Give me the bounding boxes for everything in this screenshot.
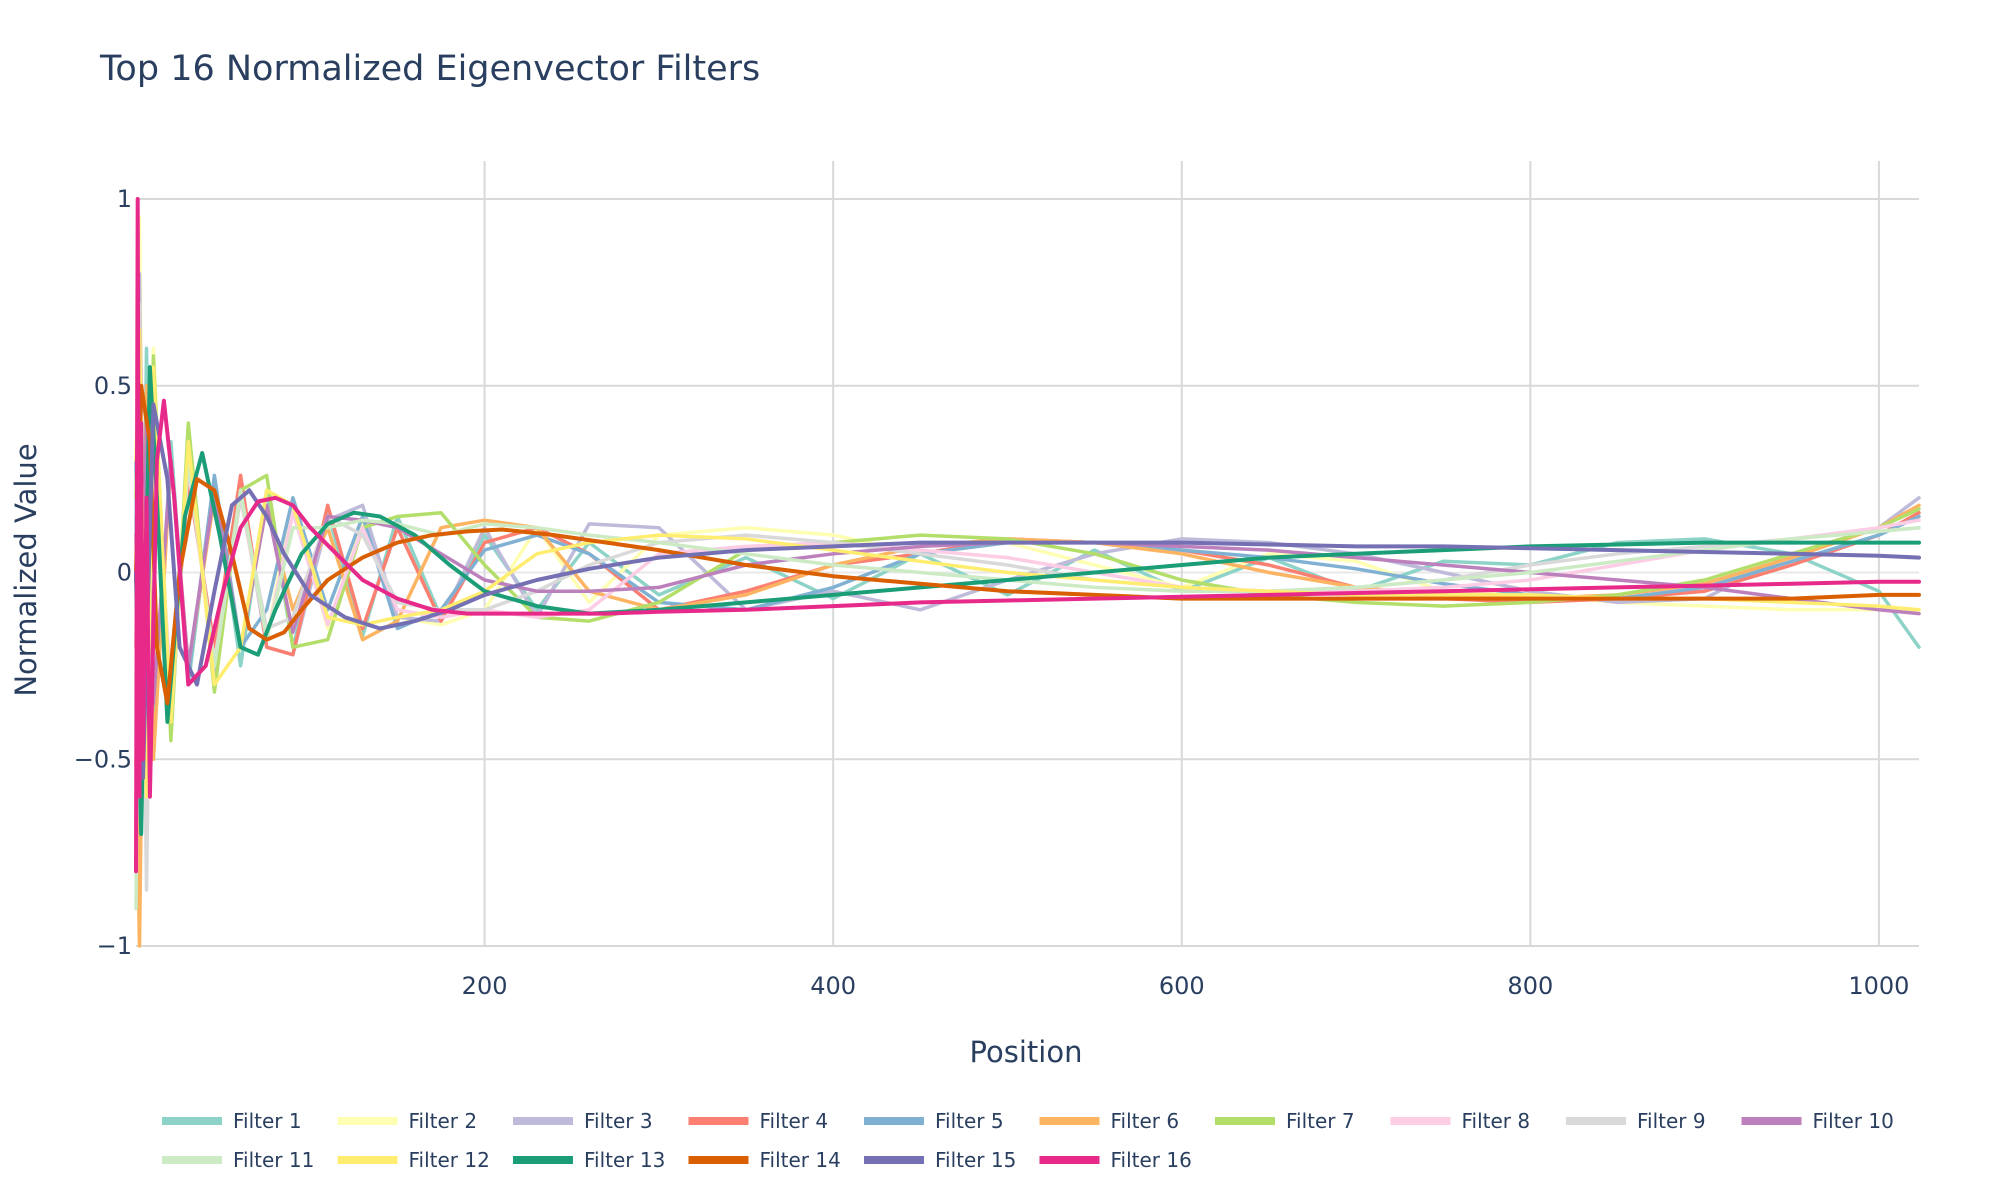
series-line-filter-7 <box>134 346 1921 762</box>
series-line-filter-14 <box>134 383 1921 706</box>
legend-item-filter-6[interactable]: Filter 6 <box>1039 1109 1180 1133</box>
legend-label: Filter 10 <box>1813 1109 1894 1133</box>
series-line-filter-12 <box>134 327 1921 799</box>
legend-item-filter-5[interactable]: Filter 5 <box>864 1109 1004 1133</box>
chart-title: Top 16 Normalized Eigenvector Filters <box>99 49 760 89</box>
series-line-filter-16 <box>134 197 1921 874</box>
x-tick-label: 1000 <box>1848 972 1909 1000</box>
legend-item-filter-1[interactable]: Filter 1 <box>162 1109 302 1133</box>
legend-label: Filter 4 <box>760 1109 829 1133</box>
y-tick-label: −1 <box>97 932 132 960</box>
legend-item-filter-11[interactable]: Filter 11 <box>162 1148 314 1172</box>
legend-label: Filter 12 <box>409 1148 490 1172</box>
y-tick-label: 1 <box>117 185 132 213</box>
legend-label: Filter 9 <box>1637 1109 1706 1133</box>
legend-label: Filter 16 <box>1111 1148 1192 1172</box>
series-line-filter-10 <box>134 421 1921 762</box>
legend-label: Filter 2 <box>409 1109 478 1133</box>
grid-layer <box>136 161 1919 947</box>
series-line-filter-13 <box>134 365 1921 836</box>
legend-label: Filter 1 <box>233 1109 302 1133</box>
legend-label: Filter 8 <box>1462 1109 1531 1133</box>
legend-label: Filter 13 <box>584 1148 665 1172</box>
legend: Filter 1 Filter 2 Filter 3 Filter 4 Filter 5… <box>162 1109 1894 1172</box>
x-tick-label: 200 <box>462 972 508 1000</box>
legend-item-filter-9[interactable]: Filter 9 <box>1566 1109 1706 1133</box>
legend-label: Filter 5 <box>935 1109 1004 1133</box>
legend-item-filter-2[interactable]: Filter 2 <box>337 1109 478 1133</box>
series-line-filter-1 <box>134 346 1921 911</box>
legend-label: Filter 6 <box>1111 1109 1180 1133</box>
series-line-filter-8 <box>134 384 1921 724</box>
legend-label: Filter 14 <box>760 1148 841 1172</box>
legend-label: Filter 15 <box>935 1148 1016 1172</box>
x-tick-label: 400 <box>810 972 856 1000</box>
legend-item-filter-8[interactable]: Filter 8 <box>1390 1109 1531 1133</box>
legend-item-filter-14[interactable]: Filter 14 <box>688 1148 841 1172</box>
y-tick-label: 0.5 <box>94 372 132 400</box>
legend-item-filter-10[interactable]: Filter 10 <box>1741 1109 1894 1133</box>
tick-layer: −1 −0.5 0 0.5 1 200 400 600 800 1000 <box>74 185 1910 1000</box>
legend-item-filter-3[interactable]: Filter 3 <box>513 1109 653 1133</box>
legend-item-filter-16[interactable]: Filter 16 <box>1039 1148 1192 1172</box>
x-axis-title: Position <box>970 1035 1083 1069</box>
series-line-filter-3 <box>134 271 1921 799</box>
y-axis-title: Normalized Value <box>9 443 43 696</box>
y-tick-label: −0.5 <box>74 745 132 773</box>
x-tick-label: 600 <box>1159 972 1205 1000</box>
series-line-filter-15 <box>134 402 1921 780</box>
legend-label: Filter 3 <box>584 1109 653 1133</box>
series-layer <box>134 197 1921 948</box>
legend-item-filter-15[interactable]: Filter 15 <box>864 1148 1016 1172</box>
y-tick-label: 0 <box>117 559 132 587</box>
series-line-filter-11 <box>134 346 1921 911</box>
x-tick-label: 800 <box>1507 972 1553 1000</box>
legend-item-filter-7[interactable]: Filter 7 <box>1215 1109 1355 1133</box>
series-line-filter-6 <box>134 384 1921 948</box>
legend-label: Filter 7 <box>1286 1109 1355 1133</box>
legend-item-filter-4[interactable]: Filter 4 <box>688 1109 829 1133</box>
legend-item-filter-13[interactable]: Filter 13 <box>513 1148 665 1172</box>
legend-label: Filter 11 <box>233 1148 314 1172</box>
legend-item-filter-12[interactable]: Filter 12 <box>337 1148 490 1172</box>
